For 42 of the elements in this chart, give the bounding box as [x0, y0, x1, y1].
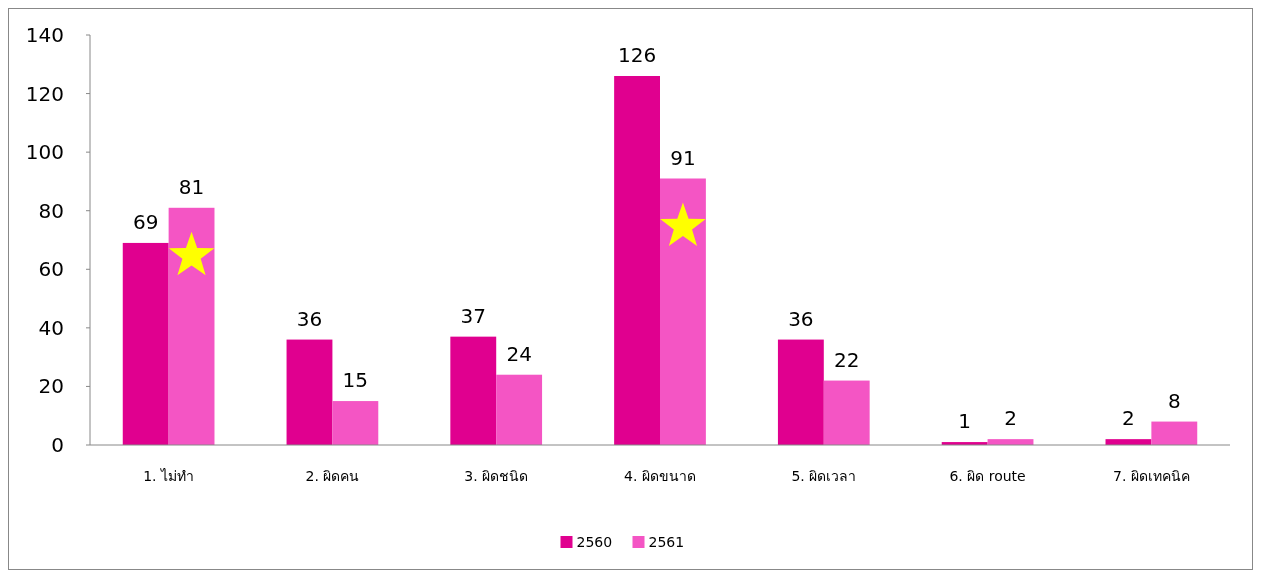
x-tick-label: 1. ไม่ทำ — [143, 468, 195, 484]
x-tick-label: 4. ผิดขนาด — [624, 468, 696, 484]
bar — [450, 336, 497, 445]
bar — [777, 339, 824, 445]
data-label: 2 — [1004, 406, 1017, 431]
data-label: 2 — [1122, 406, 1135, 431]
y-tick-label: 0 — [51, 433, 64, 457]
data-label: 8 — [1167, 388, 1181, 413]
bar — [660, 178, 706, 445]
bar — [168, 207, 215, 445]
data-label: 22 — [834, 347, 860, 372]
data-label: 1 — [958, 409, 972, 434]
legend-label: 2561 — [648, 533, 685, 550]
y-tick-label: 120 — [25, 81, 64, 106]
y-tick-label: 100 — [25, 140, 64, 165]
y-tick-label: 40 — [38, 315, 64, 340]
data-label: 37 — [460, 303, 486, 328]
y-tick-label: 60 — [38, 257, 64, 282]
x-tick-label: 2. ผิดคน — [305, 468, 360, 484]
bar — [1151, 421, 1198, 445]
bar — [122, 242, 169, 445]
data-label: 36 — [296, 306, 323, 331]
x-tick-label: 5. ผิดเวลา — [791, 468, 857, 484]
y-tick-label: 20 — [38, 374, 64, 399]
data-label: 126 — [617, 43, 657, 67]
bar — [286, 339, 333, 445]
bar — [332, 401, 379, 445]
x-tick-label: 6. ผิด route — [949, 468, 1026, 484]
data-label: 36 — [788, 306, 814, 331]
bar — [614, 76, 660, 445]
data-label: 81 — [178, 174, 205, 199]
x-tick-label: 3. ผิดชนิด — [464, 468, 529, 484]
y-tick-label: 80 — [38, 198, 64, 223]
legend-label: 2560 — [576, 533, 613, 550]
bar — [823, 380, 870, 445]
x-tick-label: 7. ผิดเทคนิค — [1112, 468, 1190, 484]
bar — [496, 374, 543, 445]
data-label: 91 — [670, 145, 696, 170]
y-tick-label: 140 — [25, 23, 64, 47]
data-label: 15 — [342, 368, 369, 393]
data-label: 24 — [506, 341, 532, 366]
data-label: 69 — [132, 209, 159, 234]
